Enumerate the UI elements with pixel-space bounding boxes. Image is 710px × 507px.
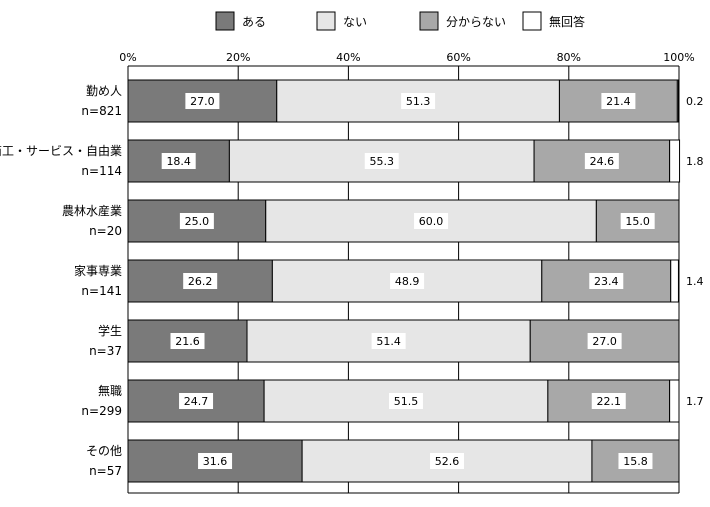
bar-3-series-3 xyxy=(595,199,680,243)
category-name-4: 家事専業 xyxy=(74,263,122,278)
value-box-7-2 xyxy=(430,453,465,469)
value-label-3-2: 60.0 xyxy=(419,215,444,228)
value-label-2-1: 18.4 xyxy=(166,155,191,168)
category-n-6: n=299 xyxy=(81,404,122,418)
category-n-7: n=57 xyxy=(89,464,122,478)
value-label-1-2: 51.3 xyxy=(406,95,431,108)
value-box-4-2 xyxy=(390,273,425,289)
value-label-5-1: 21.6 xyxy=(175,335,200,348)
bar-2-series-4 xyxy=(669,139,681,183)
value-label-6-3: 22.1 xyxy=(596,395,621,408)
noanswer-label-1: 0.2 xyxy=(686,95,704,108)
category-name-3: 農林水産業 xyxy=(62,203,122,218)
value-box-1-3 xyxy=(601,93,636,109)
legend-label-2: ない xyxy=(343,15,367,29)
category-name-1: 勤め人 xyxy=(86,84,122,98)
bar-4-series-4 xyxy=(670,259,679,303)
value-label-7-3: 15.8 xyxy=(623,455,648,468)
value-label-5-2: 51.4 xyxy=(376,335,401,348)
value-label-2-2: 55.3 xyxy=(369,155,394,168)
category-name-7: その他 xyxy=(86,444,122,458)
value-label-4-2: 48.9 xyxy=(395,275,420,288)
legend-swatch-2 xyxy=(316,11,336,31)
tick-label-100pct: 100% xyxy=(663,51,694,64)
value-box-5-3 xyxy=(587,333,622,349)
value-box-5-1 xyxy=(170,333,205,349)
noanswer-label-4: 1.4 xyxy=(686,275,704,288)
legend-label-1: ある xyxy=(242,15,266,29)
value-label-1-3: 21.4 xyxy=(606,95,631,108)
noanswer-label-2: 1.8 xyxy=(686,155,704,168)
value-box-3-3 xyxy=(620,213,655,229)
value-label-6-2: 51.5 xyxy=(394,395,419,408)
value-label-4-1: 26.2 xyxy=(188,275,213,288)
value-box-7-3 xyxy=(618,453,653,469)
value-box-2-2 xyxy=(364,153,399,169)
noanswer-label-6: 1.7 xyxy=(686,395,704,408)
value-box-7-1 xyxy=(198,453,233,469)
value-box-3-2 xyxy=(414,213,449,229)
value-label-3-3: 15.0 xyxy=(625,215,650,228)
value-label-7-2: 52.6 xyxy=(435,455,460,468)
category-n-1: n=821 xyxy=(81,104,122,118)
tick-label-80pct: 80% xyxy=(557,51,581,64)
tick-label-0pct: 0% xyxy=(119,51,136,64)
legend: ある ない 分からない 無回答 xyxy=(215,11,585,31)
value-label-4-3: 23.4 xyxy=(594,275,619,288)
legend-swatch-3 xyxy=(419,11,439,31)
category-n-5: n=37 xyxy=(89,344,122,358)
value-label-1-1: 27.0 xyxy=(190,95,215,108)
bar-6-series-4 xyxy=(669,379,680,423)
category-name-5: 学生 xyxy=(98,323,122,338)
value-label-7-1: 31.6 xyxy=(203,455,228,468)
legend-label-3: 分からない xyxy=(446,15,506,29)
legend-label-4: 無回答 xyxy=(549,14,585,29)
tick-label-60pct: 60% xyxy=(446,51,470,64)
value-box-1-2 xyxy=(401,93,436,109)
bar-1-series-4 xyxy=(676,79,679,123)
value-box-3-1 xyxy=(179,213,214,229)
legend-swatch-1 xyxy=(215,11,235,31)
tick-label-20pct: 20% xyxy=(226,51,250,64)
legend-swatch-4 xyxy=(522,11,542,31)
value-label-6-1: 24.7 xyxy=(184,395,209,408)
value-box-1-1 xyxy=(185,93,220,109)
value-label-3-1: 25.0 xyxy=(185,215,210,228)
value-box-4-1 xyxy=(183,273,218,289)
category-n-2: n=114 xyxy=(81,164,122,178)
value-label-2-3: 24.6 xyxy=(590,155,615,168)
category-name-6: 無職 xyxy=(98,383,122,398)
value-label-5-3: 27.0 xyxy=(592,335,617,348)
tick-label-40pct: 40% xyxy=(336,51,360,64)
value-box-4-3 xyxy=(589,273,624,289)
value-box-6-2 xyxy=(388,393,423,409)
category-labels: 勤め人 n=821 商工・サービス・自由業 n=114 農林水産業 n=20 家事専業 n=1… xyxy=(0,84,122,478)
value-box-6-1 xyxy=(179,393,214,409)
bars: 27.0 51.3 21.4 0.2 18.4 55.3 24.6 1.8 25.0 60.0 15… xyxy=(127,79,704,483)
category-name-2: 商工・サービス・自由業 xyxy=(0,143,122,158)
value-box-5-2 xyxy=(371,333,406,349)
category-n-3: n=20 xyxy=(89,224,122,238)
category-n-4: n=141 xyxy=(81,284,122,298)
value-box-2-1 xyxy=(161,153,196,169)
value-box-2-3 xyxy=(584,153,619,169)
value-box-6-3 xyxy=(591,393,626,409)
